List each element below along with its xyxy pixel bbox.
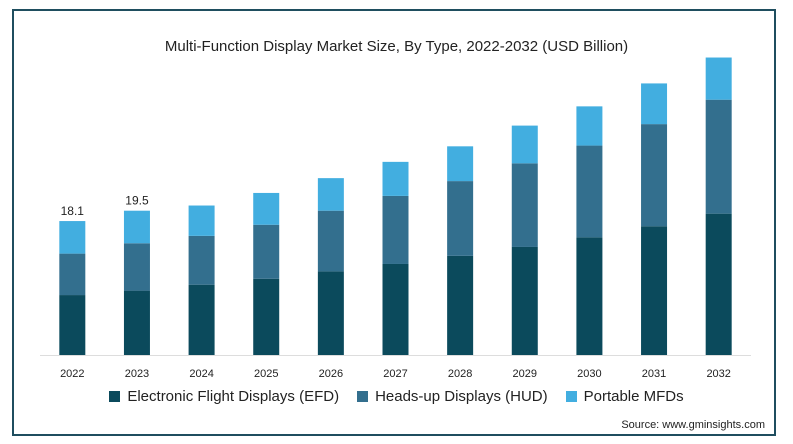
x-tick-label-2024: 2024 <box>189 368 213 380</box>
legend-label-portable: Portable MFDs <box>583 388 684 405</box>
bar-2028-series-1 <box>447 181 474 256</box>
bar-2031-series-2 <box>641 83 668 125</box>
x-tick-label-2028: 2028 <box>448 368 472 380</box>
source-note: Source: www.gminsights.com <box>621 419 765 431</box>
bar-2030-series-2 <box>576 106 603 146</box>
x-tick-label-2023: 2023 <box>125 368 149 380</box>
data-label-2022: 18.1 <box>61 204 85 218</box>
bar-2024-series-0 <box>188 284 215 355</box>
bar-2022-series-2 <box>59 221 86 254</box>
bar-2032-series-2 <box>705 57 732 100</box>
data-label-2023: 19.5 <box>125 194 149 208</box>
legend-item-portable: Portable MFDs <box>565 388 684 405</box>
bar-2027-series-0 <box>382 263 409 355</box>
x-tick-label-2025: 2025 <box>254 368 278 380</box>
x-tick-label-2032: 2032 <box>706 368 730 380</box>
bar-2029-series-0 <box>511 246 538 355</box>
legend-swatch-hud <box>357 391 369 402</box>
chart-legend: Electronic Flight Displays (EFD) Heads-u… <box>0 388 793 405</box>
bar-2025-series-2 <box>253 192 280 225</box>
legend-item-efd: Electronic Flight Displays (EFD) <box>109 388 339 405</box>
x-tick-label-2026: 2026 <box>319 368 343 380</box>
bar-2024-series-1 <box>188 235 215 285</box>
bar-2025-series-0 <box>253 278 280 355</box>
x-tick-label-2022: 2022 <box>60 368 84 380</box>
legend-item-hud: Heads-up Displays (HUD) <box>357 388 548 405</box>
x-tick-label-2027: 2027 <box>383 368 407 380</box>
bar-2032-series-0 <box>705 213 732 355</box>
bar-2029-series-1 <box>511 163 538 247</box>
legend-label-hud: Heads-up Displays (HUD) <box>375 388 548 405</box>
bar-2028-series-0 <box>447 255 474 355</box>
bar-2025-series-1 <box>253 224 280 279</box>
bar-2026-series-0 <box>317 271 344 355</box>
bar-2026-series-1 <box>317 210 344 272</box>
chart-title: Multi-Function Display Market Size, By T… <box>164 38 629 55</box>
legend-swatch-efd <box>109 391 121 402</box>
bar-2031-series-1 <box>641 124 668 227</box>
bar-2022-series-0 <box>59 295 86 355</box>
x-tick-label-2029: 2029 <box>513 368 537 380</box>
bar-2027-series-1 <box>382 195 409 264</box>
bar-2022-series-1 <box>59 253 86 296</box>
legend-label-efd: Electronic Flight Displays (EFD) <box>127 388 340 405</box>
bar-2031-series-0 <box>641 226 668 355</box>
bar-2032-series-1 <box>705 99 732 214</box>
bar-2029-series-2 <box>511 125 538 164</box>
bar-2023-series-0 <box>123 290 150 355</box>
bar-2023-series-1 <box>123 243 150 291</box>
x-tick-label-2030: 2030 <box>577 368 601 380</box>
bar-2028-series-2 <box>447 146 474 182</box>
bar-2024-series-2 <box>188 205 215 236</box>
x-tick-label-2031: 2031 <box>642 368 666 380</box>
bar-2023-series-2 <box>123 210 150 244</box>
legend-swatch-portable <box>565 391 577 402</box>
bar-2030-series-1 <box>576 145 603 238</box>
bar-2027-series-2 <box>382 161 409 196</box>
bar-2026-series-2 <box>317 178 344 211</box>
bar-2030-series-0 <box>576 237 603 355</box>
